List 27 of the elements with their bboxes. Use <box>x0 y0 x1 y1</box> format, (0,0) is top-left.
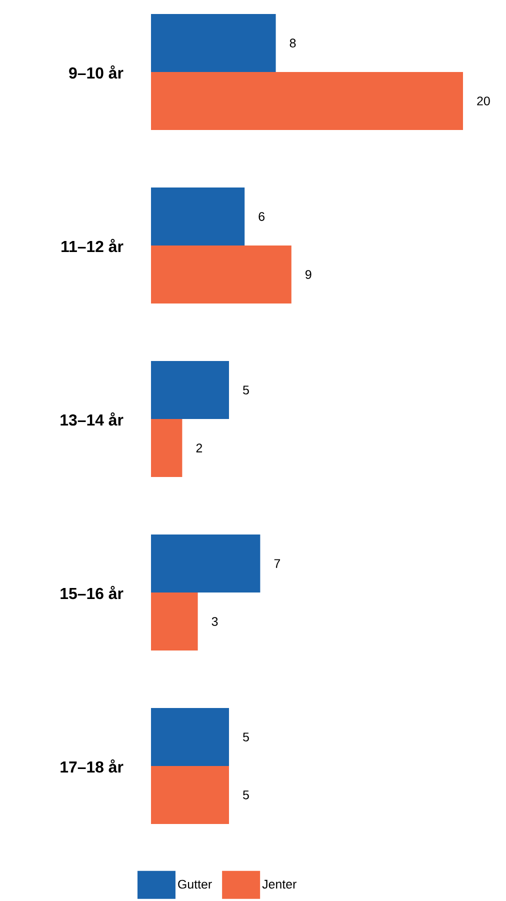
bar <box>151 419 182 477</box>
bar <box>151 246 292 304</box>
data-label: 5 <box>243 790 249 800</box>
bar <box>151 534 260 593</box>
data-label: 8 <box>290 38 296 48</box>
bar <box>151 72 463 130</box>
data-label: 20 <box>477 96 490 106</box>
y-tick-label: 15–16 år <box>60 586 124 600</box>
bar <box>151 188 245 246</box>
bar <box>151 14 276 72</box>
bar <box>151 361 229 420</box>
bar <box>151 708 229 766</box>
y-tick-label: 11–12 år <box>62 238 124 252</box>
y-tick-label: 13–14 år <box>60 412 124 426</box>
data-label: 9 <box>305 270 312 279</box>
bar <box>151 592 198 650</box>
data-label: 5 <box>243 732 249 742</box>
y-tick-label: 9–10 år <box>69 65 124 79</box>
data-label: 6 <box>258 212 264 221</box>
data-label: 7 <box>274 559 280 568</box>
data-label: 3 <box>212 617 218 626</box>
legend-label: Jenter <box>262 880 296 889</box>
bar <box>151 766 229 824</box>
data-label: 5 <box>243 386 249 394</box>
y-tick-label: 17–18 år <box>60 759 124 773</box>
data-label: 2 <box>196 444 202 452</box>
legend-label: Gutter <box>178 880 212 889</box>
